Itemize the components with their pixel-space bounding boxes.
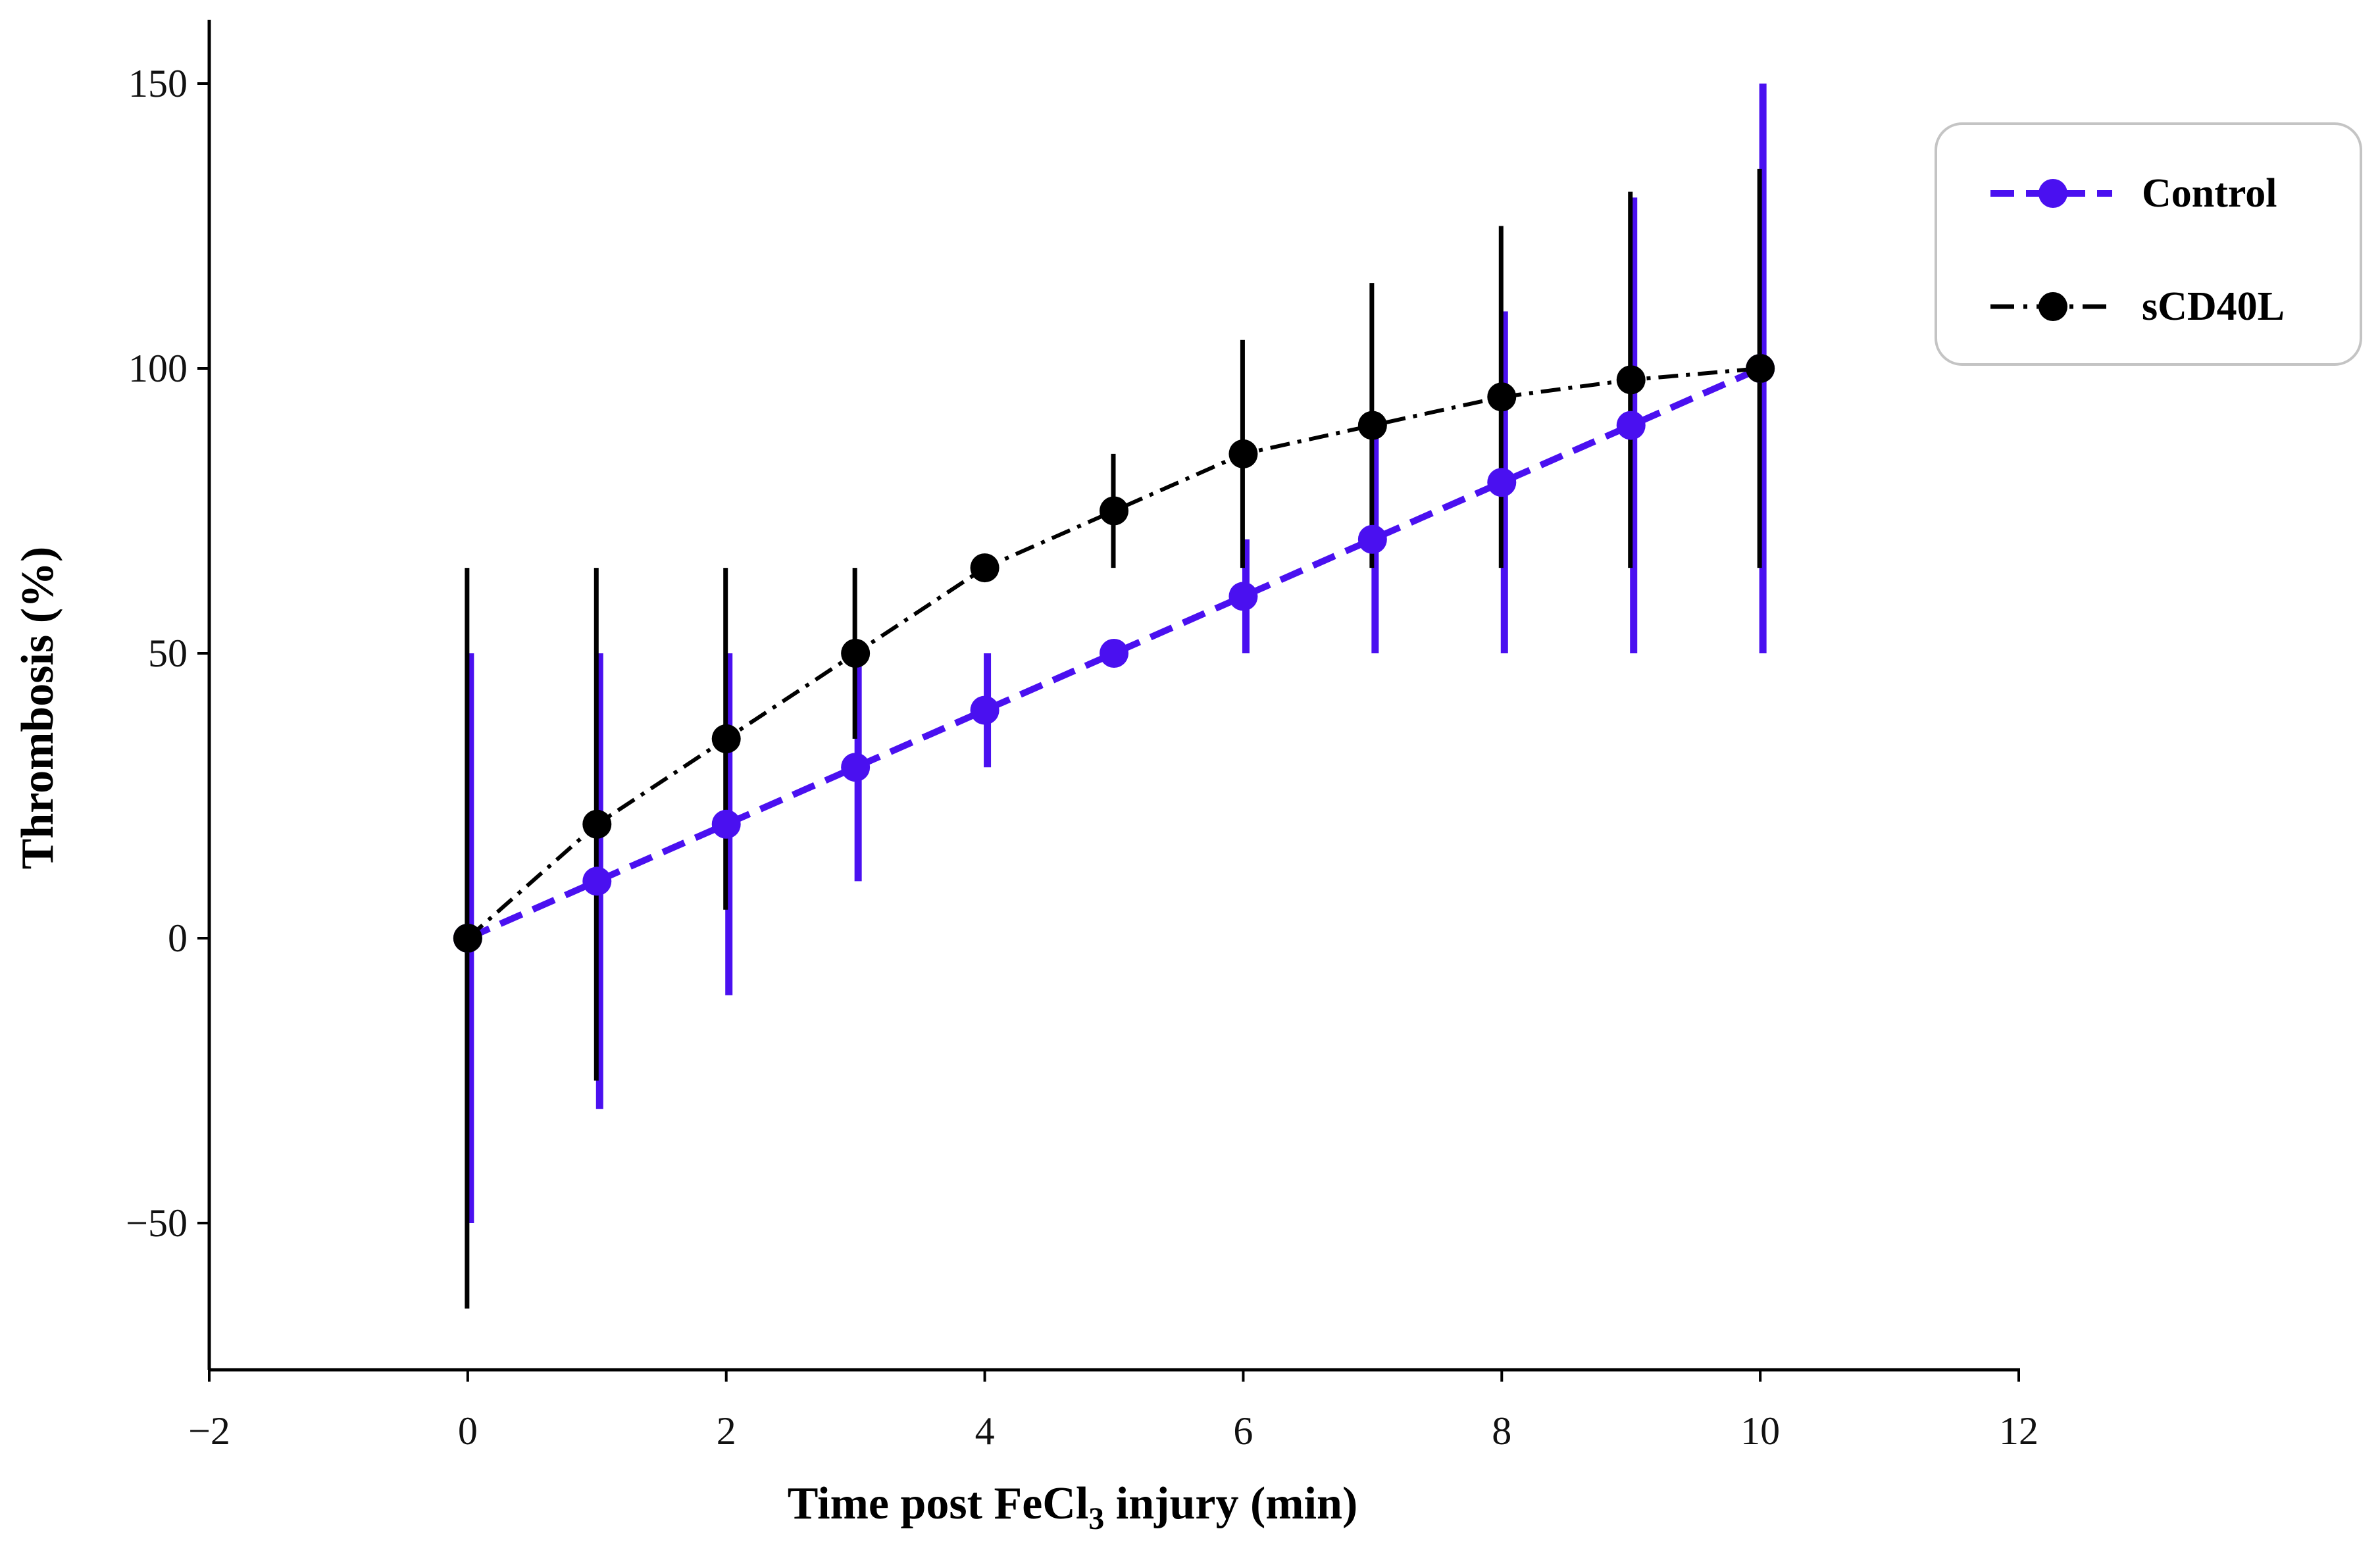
y-tick-label: 50 bbox=[148, 632, 188, 675]
y-ticks: −50 0 50 100 150 bbox=[126, 62, 209, 1245]
scd40l-data-point bbox=[582, 809, 612, 839]
x-axis-title-suffix: injury (min) bbox=[1104, 1478, 1357, 1529]
x-tick-label: 2 bbox=[717, 1409, 736, 1453]
legend: Control sCD40L bbox=[1935, 122, 2362, 366]
x-tick-label: 4 bbox=[975, 1409, 995, 1453]
y-tick-label: 100 bbox=[128, 347, 188, 390]
legend-item-control: Control bbox=[1990, 171, 2277, 216]
scd40l-data-point bbox=[970, 553, 1000, 583]
scd40l-data-point bbox=[1100, 496, 1128, 526]
control-data-point bbox=[1616, 411, 1646, 440]
y-tick-label: 150 bbox=[128, 62, 188, 105]
control-data-point bbox=[1100, 639, 1128, 668]
scd40l-data-point bbox=[1487, 382, 1517, 412]
control-data-point bbox=[841, 753, 871, 782]
x-tick-label: 10 bbox=[1740, 1409, 1780, 1453]
x-ticks: −2 0 2 4 6 8 10 12 bbox=[188, 1370, 2038, 1453]
legend-control-marker-icon bbox=[2038, 179, 2067, 208]
x-axis-title-subscript: 3 bbox=[1088, 1501, 1104, 1536]
legend-scd40l-label: sCD40L bbox=[2142, 284, 2285, 329]
x-tick-label: 6 bbox=[1233, 1409, 1253, 1453]
y-tick-label: −50 bbox=[126, 1201, 188, 1245]
control-series-line bbox=[466, 365, 1762, 941]
x-axis-title: Time post FeCl3 injury (min) bbox=[788, 1478, 1358, 1536]
control-data-point bbox=[1228, 582, 1258, 611]
scd40l-data-point bbox=[1228, 439, 1258, 468]
scd40l-data-point bbox=[1616, 365, 1646, 395]
control-data-point bbox=[1357, 524, 1387, 554]
x-axis-title-main: Time post FeCl bbox=[788, 1478, 1089, 1529]
x-tick-label: 8 bbox=[1492, 1409, 1511, 1453]
legend-item-scd40l: sCD40L bbox=[1990, 284, 2285, 329]
scd40l-data-point bbox=[711, 724, 741, 753]
control-data-point bbox=[970, 695, 1000, 725]
legend-control-label: Control bbox=[2142, 171, 2277, 216]
control-data-point bbox=[1487, 468, 1517, 497]
scd40l-data-point bbox=[841, 639, 871, 668]
error-bars bbox=[465, 84, 1767, 1309]
x-tick-label: 0 bbox=[458, 1409, 478, 1453]
x-tick-label: 12 bbox=[1999, 1409, 2038, 1453]
scd40l-data-point bbox=[1357, 411, 1387, 440]
legend-scd40l-marker-icon bbox=[2038, 292, 2067, 321]
scd40l-data-point bbox=[453, 924, 482, 953]
y-axis-title: Thrombosis (%) bbox=[13, 547, 63, 870]
data-points bbox=[453, 354, 1775, 953]
x-tick-label: −2 bbox=[188, 1409, 230, 1453]
control-data-point bbox=[711, 809, 741, 839]
axes bbox=[207, 20, 2020, 1372]
scd40l-data-point bbox=[1746, 354, 1775, 383]
y-tick-label: 0 bbox=[168, 916, 188, 960]
control-data-point bbox=[582, 866, 612, 896]
